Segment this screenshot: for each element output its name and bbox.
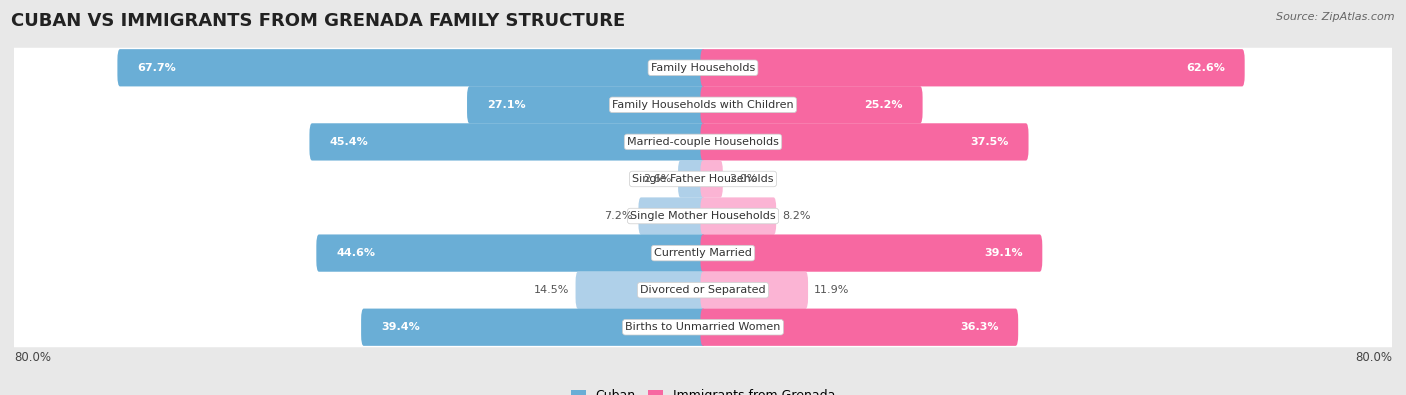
Text: 2.0%: 2.0% [728,174,758,184]
Text: 62.6%: 62.6% [1187,63,1225,73]
FancyBboxPatch shape [700,86,922,124]
Text: CUBAN VS IMMIGRANTS FROM GRENADA FAMILY STRUCTURE: CUBAN VS IMMIGRANTS FROM GRENADA FAMILY … [11,12,626,30]
Text: Family Households: Family Households [651,63,755,73]
Text: 14.5%: 14.5% [534,285,569,295]
FancyBboxPatch shape [309,123,706,160]
Text: 36.3%: 36.3% [960,322,998,332]
Text: Births to Unmarried Women: Births to Unmarried Women [626,322,780,332]
Text: 39.4%: 39.4% [381,322,419,332]
FancyBboxPatch shape [4,270,1402,310]
FancyBboxPatch shape [361,308,706,346]
Text: 39.1%: 39.1% [984,248,1022,258]
Text: 45.4%: 45.4% [329,137,368,147]
Text: 80.0%: 80.0% [1355,351,1392,363]
Text: Married-couple Households: Married-couple Households [627,137,779,147]
FancyBboxPatch shape [700,271,808,309]
FancyBboxPatch shape [467,86,706,124]
FancyBboxPatch shape [4,307,1402,347]
Text: Family Households with Children: Family Households with Children [612,100,794,110]
FancyBboxPatch shape [700,308,1018,346]
FancyBboxPatch shape [4,85,1402,125]
FancyBboxPatch shape [700,49,1244,87]
Legend: Cuban, Immigrants from Grenada: Cuban, Immigrants from Grenada [565,384,841,395]
Text: 44.6%: 44.6% [336,248,375,258]
FancyBboxPatch shape [700,160,723,198]
FancyBboxPatch shape [638,198,706,235]
Text: 8.2%: 8.2% [782,211,811,221]
Text: 37.5%: 37.5% [970,137,1008,147]
FancyBboxPatch shape [700,198,776,235]
Text: Single Mother Households: Single Mother Households [630,211,776,221]
Text: Divorced or Separated: Divorced or Separated [640,285,766,295]
FancyBboxPatch shape [117,49,706,87]
FancyBboxPatch shape [575,271,706,309]
Text: 67.7%: 67.7% [138,63,176,73]
Text: Single Father Households: Single Father Households [633,174,773,184]
FancyBboxPatch shape [4,48,1402,88]
Text: 2.6%: 2.6% [644,174,672,184]
Text: 25.2%: 25.2% [865,100,903,110]
Text: 7.2%: 7.2% [605,211,633,221]
FancyBboxPatch shape [4,233,1402,273]
FancyBboxPatch shape [678,160,706,198]
Text: Source: ZipAtlas.com: Source: ZipAtlas.com [1277,12,1395,22]
FancyBboxPatch shape [4,196,1402,236]
Text: 80.0%: 80.0% [14,351,51,363]
FancyBboxPatch shape [4,122,1402,162]
FancyBboxPatch shape [700,235,1042,272]
Text: 11.9%: 11.9% [814,285,849,295]
Text: 27.1%: 27.1% [486,100,526,110]
FancyBboxPatch shape [4,159,1402,199]
FancyBboxPatch shape [316,235,706,272]
Text: Currently Married: Currently Married [654,248,752,258]
FancyBboxPatch shape [700,123,1029,160]
